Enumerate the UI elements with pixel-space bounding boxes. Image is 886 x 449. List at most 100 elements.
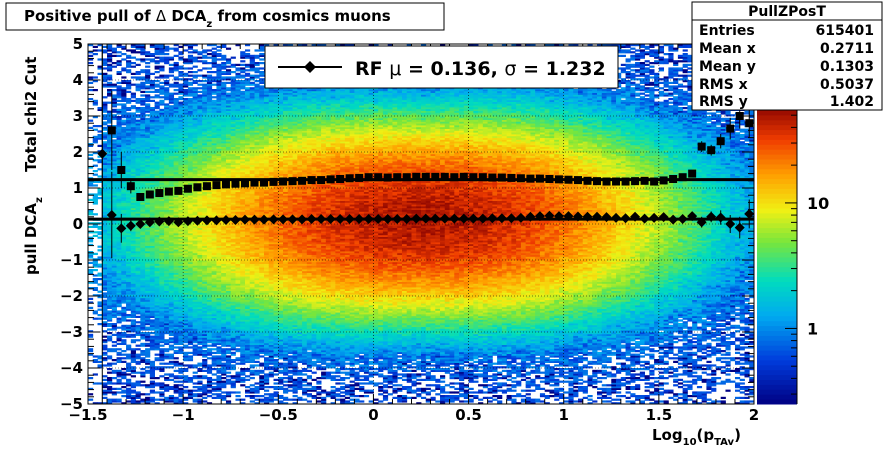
heatmap-cell <box>140 117 146 120</box>
heatmap-cell <box>159 103 165 106</box>
heatmap-cell <box>159 391 165 394</box>
heatmap-cell <box>126 333 132 336</box>
heatmap-cell <box>159 126 165 129</box>
heatmap-cell <box>178 175 184 178</box>
heatmap-cell <box>206 76 213 79</box>
heatmap-cell <box>116 184 122 187</box>
heatmap-cell <box>202 134 208 137</box>
heatmap-cell <box>154 314 160 317</box>
heatmap-cell <box>216 396 222 399</box>
heatmap-cell <box>111 281 117 284</box>
heatmap-cell <box>178 326 184 329</box>
heatmap-cell <box>211 170 217 173</box>
heatmap-cell <box>206 328 213 331</box>
heatmap-cell <box>149 112 155 115</box>
heatmap-cell <box>107 69 113 72</box>
heatmap-cell <box>173 121 179 124</box>
heatmap-cell <box>211 132 217 135</box>
heatmap-cell <box>88 157 94 160</box>
heatmap-cell <box>202 98 208 101</box>
heatmap-cell <box>145 314 151 317</box>
heatmap-cell <box>140 171 146 174</box>
heatmap-cell <box>216 148 222 151</box>
heatmap-cell <box>202 132 208 135</box>
heatmap-cell <box>149 99 155 102</box>
heatmap-cell <box>140 247 146 250</box>
heatmap-cell <box>192 299 198 302</box>
heatmap-cell <box>216 272 222 275</box>
heatmap-cell <box>197 242 203 245</box>
heatmap-cell <box>187 164 194 167</box>
heatmap-cell <box>145 81 151 84</box>
heatmap-cell <box>102 108 108 111</box>
heatmap-cell <box>197 247 203 250</box>
heatmap-cell <box>225 247 232 250</box>
heatmap-cell <box>206 114 213 117</box>
heatmap-cell <box>202 314 208 317</box>
heatmap-cell <box>130 114 136 117</box>
heatmap-cell <box>111 290 117 293</box>
heatmap-cell <box>225 344 232 347</box>
heatmap-cell <box>164 204 170 207</box>
heatmap-cell <box>225 272 232 275</box>
heatmap-cell <box>202 166 208 169</box>
heatmap-cell <box>121 306 127 309</box>
heatmap-cell <box>211 330 217 333</box>
heatmap-cell <box>216 130 222 133</box>
heatmap-cell <box>202 269 208 272</box>
heatmap-cell <box>130 357 136 360</box>
heatmap-cell <box>211 96 217 99</box>
heatmap-cell <box>221 161 227 164</box>
heatmap-cell <box>183 294 189 297</box>
heatmap-cell <box>216 393 222 396</box>
heatmap-cell <box>187 351 194 354</box>
heatmap-cell <box>178 78 184 81</box>
heatmap-cell <box>192 132 198 135</box>
heatmap-cell <box>183 67 189 70</box>
heatmap-cell <box>107 288 113 291</box>
heatmap-cell <box>173 350 179 353</box>
heatmap-cell <box>197 166 203 169</box>
heatmap-cell <box>202 296 208 299</box>
heatmap-cell <box>130 321 136 324</box>
heatmap-cell <box>140 90 146 93</box>
heatmap-cell <box>140 51 146 54</box>
heatmap-cell <box>149 161 155 164</box>
heatmap-cell <box>154 299 160 302</box>
heatmap-cell <box>88 166 94 169</box>
heatmap-cell <box>159 285 165 288</box>
heatmap-cell <box>225 150 232 153</box>
heatmap-cell <box>216 83 222 86</box>
heatmap-cell <box>116 261 122 264</box>
heatmap-cell <box>92 159 98 162</box>
heatmap-cell <box>197 195 203 198</box>
heatmap-cell <box>116 87 122 90</box>
heatmap-cell <box>126 252 132 255</box>
heatmap-cell <box>164 134 170 137</box>
heatmap-cell <box>102 146 108 149</box>
heatmap-cell <box>107 357 113 360</box>
heatmap-cell <box>202 234 208 237</box>
heatmap-cell <box>145 317 151 320</box>
heatmap-cell <box>154 348 160 351</box>
heatmap-cell <box>178 276 184 279</box>
heatmap-cell <box>126 189 132 192</box>
heatmap-cell <box>197 312 203 315</box>
heatmap-cell <box>230 346 236 349</box>
heatmap-cell <box>206 198 213 201</box>
heatmap-cell <box>221 269 227 272</box>
heatmap-cell <box>197 254 203 257</box>
heatmap-cell <box>130 243 136 246</box>
heatmap-cell <box>121 231 127 234</box>
heatmap-cell <box>178 152 184 155</box>
heatmap-cell <box>221 132 227 135</box>
heatmap-cell <box>130 314 136 317</box>
heatmap-cell <box>121 144 127 147</box>
heatmap-cell <box>202 144 208 147</box>
heatmap-cell <box>140 206 146 209</box>
heatmap-cell <box>116 321 122 324</box>
heatmap-cell <box>121 265 127 268</box>
heatmap-cell <box>216 164 222 167</box>
heatmap-cell <box>126 69 132 72</box>
heatmap-cell <box>111 308 117 311</box>
